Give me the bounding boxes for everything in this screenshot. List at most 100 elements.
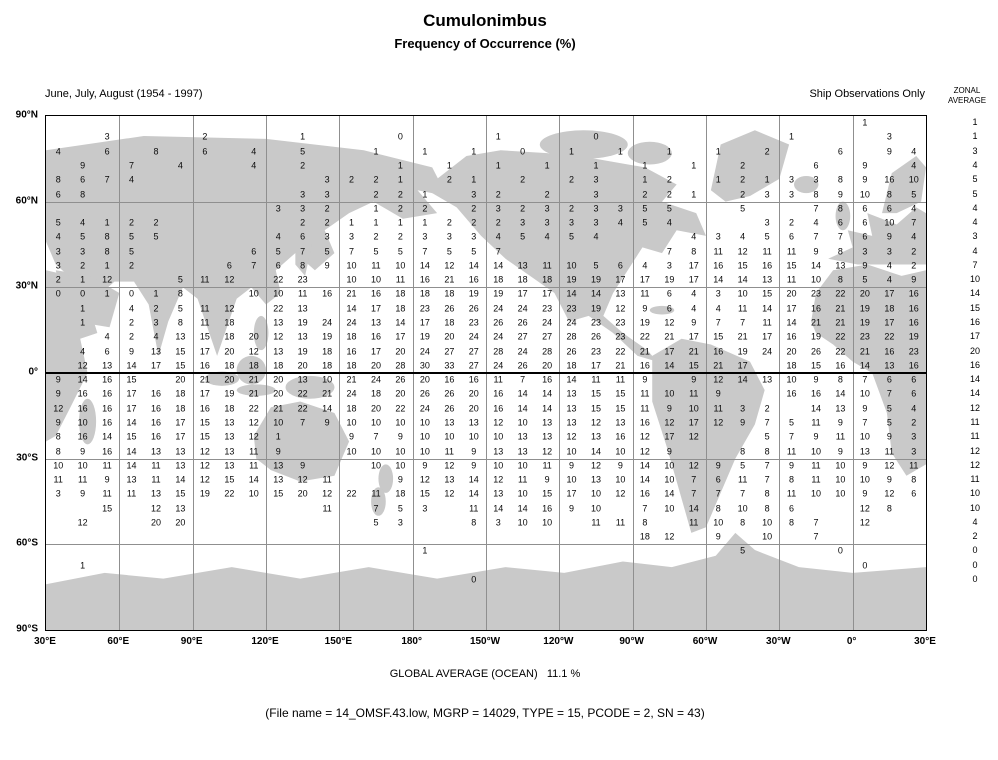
grid-value: 13: [566, 403, 577, 414]
grid-value: 9: [862, 403, 868, 414]
grid-value: 7: [813, 531, 819, 542]
grid-value: 4: [715, 303, 721, 314]
grid-value: 19: [493, 288, 504, 299]
grid-value: 18: [322, 360, 333, 371]
grid-value: 10: [859, 474, 870, 485]
grid-value: 27: [468, 346, 479, 357]
grid-value: 20: [859, 288, 870, 299]
grid-value: 9: [837, 189, 843, 200]
grid-value: 19: [322, 331, 333, 342]
grid-value: 17: [370, 303, 382, 314]
grid-value: 8: [837, 174, 843, 185]
grid-value: 10: [615, 446, 626, 457]
grid-value: 10: [346, 417, 357, 428]
grid-value: 18: [248, 360, 259, 371]
grid-value: 7: [764, 460, 770, 471]
grid-value: 8: [104, 231, 110, 242]
grid-value: 5: [911, 189, 917, 200]
grid-value: 16: [786, 331, 797, 342]
grid-value: 8: [813, 189, 819, 200]
grid-value: 9: [837, 446, 843, 457]
grid-value: 15: [590, 388, 602, 399]
grid-value: 7: [764, 474, 770, 485]
grid-value: 5: [153, 231, 159, 242]
grid-value: 8: [911, 474, 917, 485]
grid-value: 13: [517, 431, 528, 442]
latitude-axis: 90°N 60°N 30°N 0° 30°S 60°S 90°S: [0, 110, 42, 635]
grid-value: 5: [55, 217, 61, 228]
grid-value: 2: [520, 203, 526, 214]
grid-value: 1: [153, 288, 159, 299]
grid-value: 2: [740, 189, 746, 200]
grid-value: 17: [199, 346, 210, 357]
grid-value: 3: [740, 403, 746, 414]
grid-value: 14: [737, 274, 748, 285]
grid-value: 12: [273, 331, 284, 342]
grid-value: 3: [300, 189, 306, 200]
latitude-tick-label: 0°: [28, 366, 38, 378]
grid-value: 13: [224, 460, 235, 471]
grid-value: 11: [493, 374, 503, 385]
grid-value: 4: [275, 231, 281, 242]
grid-value: 14: [590, 288, 602, 299]
grid-value: 5: [397, 503, 403, 514]
grid-value: 2: [764, 146, 770, 157]
grid-value: 9: [666, 403, 672, 414]
grid-value: 14: [713, 274, 724, 285]
grid-value: 12: [884, 460, 895, 471]
grid-value: 12: [248, 417, 259, 428]
grid-value: 10: [322, 374, 333, 385]
grid-value: 12: [566, 431, 577, 442]
grid-value: 11: [689, 517, 699, 528]
grid-value: 16: [102, 446, 113, 457]
grid-value: 11: [615, 517, 626, 528]
grid-value: 23: [590, 346, 602, 357]
grid-value: 21: [859, 346, 870, 357]
grid-value: 13: [615, 417, 626, 428]
grid-value: 9: [397, 474, 403, 485]
grid-value: 2: [911, 246, 917, 257]
grid-value: 20: [419, 374, 430, 385]
grid-value: 13: [615, 288, 626, 299]
grid-value: 12: [615, 488, 626, 499]
grid-value: 13: [590, 474, 602, 485]
grid-value: 12: [859, 503, 870, 514]
grid-value: 12: [713, 417, 724, 428]
grid-value: 18: [786, 360, 797, 371]
grid-value: 13: [102, 360, 113, 371]
grid-value: 3: [471, 231, 477, 242]
grid-value: 6: [886, 374, 892, 385]
grid-value: 6: [226, 260, 232, 271]
grid-value: 7: [789, 431, 795, 442]
grid-value: 16: [493, 403, 504, 414]
grid-value: 1: [104, 260, 110, 271]
zonal-average-value: 12: [969, 445, 981, 456]
grid-value: 16: [150, 403, 162, 414]
grid-value: 18: [542, 274, 553, 285]
grid-value: 9: [666, 446, 672, 457]
grid-value: 4: [886, 260, 892, 271]
zonal-average-value: 4: [972, 245, 978, 256]
grid-value: 16: [102, 417, 113, 428]
grid-value: 10: [810, 274, 822, 285]
grid-value: 1: [104, 217, 110, 228]
grid-value: 12: [444, 260, 455, 271]
zonal-average-value: 11: [970, 416, 980, 427]
grid-value: 19: [639, 317, 650, 328]
grid-value: 6: [104, 146, 110, 157]
grid-value: 15: [175, 360, 186, 371]
grid-value: 8: [837, 374, 843, 385]
grid-value: 2: [764, 403, 770, 414]
longitude-tick-label: 150°E: [324, 636, 353, 647]
grid-value: 9: [886, 231, 892, 242]
grid-value: 13: [273, 346, 284, 357]
grid-value: 12: [664, 317, 675, 328]
grid-value: 12: [639, 446, 650, 457]
grid-value: 10: [395, 417, 406, 428]
grid-value: 16: [346, 346, 357, 357]
grid-value: 13: [762, 274, 773, 285]
grid-value: 24: [762, 346, 773, 357]
grid-value: 13: [859, 446, 870, 457]
